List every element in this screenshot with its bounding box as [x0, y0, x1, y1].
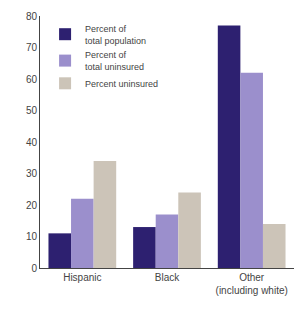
svg-text:Percent oftotal population: Percent oftotal population — [85, 24, 146, 46]
svg-text:50: 50 — [26, 105, 38, 116]
svg-text:40: 40 — [26, 137, 38, 148]
svg-text:Black: Black — [155, 272, 180, 283]
svg-text:Percent uninsured: Percent uninsured — [85, 79, 158, 89]
svg-text:0: 0 — [31, 263, 37, 274]
svg-text:30: 30 — [26, 168, 38, 179]
svg-text:80: 80 — [26, 11, 38, 22]
svg-text:70: 70 — [26, 42, 38, 53]
svg-text:Other(including white): Other(including white) — [216, 272, 288, 296]
svg-text:Hispanic: Hispanic — [63, 272, 101, 283]
svg-text:10: 10 — [26, 231, 38, 242]
svg-text:60: 60 — [26, 74, 38, 85]
svg-text:20: 20 — [26, 200, 38, 211]
svg-text:Percent oftotal uninsured: Percent oftotal uninsured — [85, 50, 144, 72]
